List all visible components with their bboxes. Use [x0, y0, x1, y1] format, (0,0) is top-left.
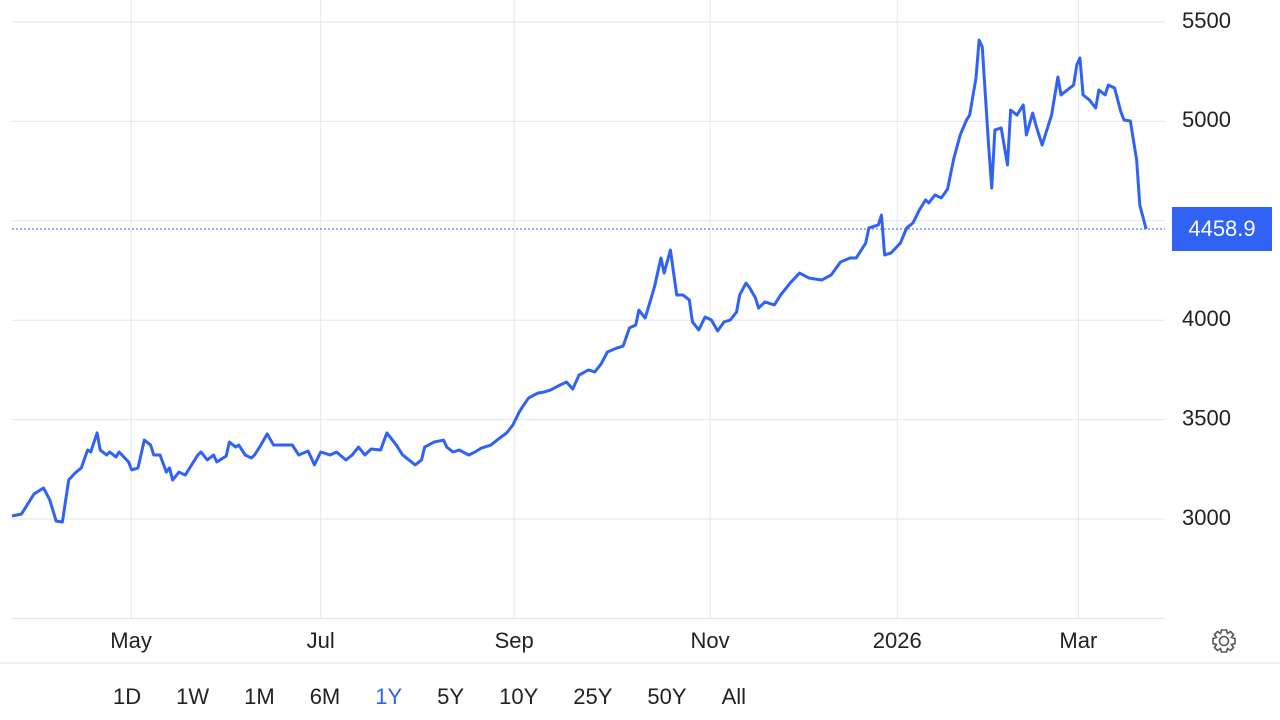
y-tick-label: 4000 [1182, 306, 1231, 331]
x-tick-label: Jul [307, 628, 335, 653]
y-tick-label: 5000 [1182, 107, 1231, 132]
y-tick-label: 3000 [1182, 505, 1231, 530]
range-button[interactable]: 1M [244, 684, 275, 709]
y-tick-label: 5500 [1182, 8, 1231, 33]
x-tick-label: 2026 [873, 628, 922, 653]
range-button[interactable]: 1Y [375, 684, 402, 709]
last-value-label: 4458.9 [1188, 216, 1255, 241]
range-button[interactable]: 1D [113, 684, 141, 709]
x-tick-label: Mar [1059, 628, 1097, 653]
range-button[interactable]: 5Y [437, 684, 464, 709]
range-button[interactable]: 50Y [647, 684, 686, 709]
range-button[interactable]: 1W [176, 684, 209, 709]
x-tick-label: May [110, 628, 152, 653]
settings-icon[interactable] [1212, 629, 1236, 653]
y-tick-label: 3500 [1182, 405, 1231, 430]
x-tick-label: Sep [495, 628, 534, 653]
range-button[interactable]: 6M [310, 684, 341, 709]
range-button[interactable]: All [722, 684, 746, 709]
x-tick-label: Nov [691, 628, 730, 653]
range-button[interactable]: 25Y [573, 684, 612, 709]
last-value-callout [1172, 206, 1272, 251]
price-line [11, 38, 1148, 524]
range-button[interactable]: 10Y [499, 684, 538, 709]
